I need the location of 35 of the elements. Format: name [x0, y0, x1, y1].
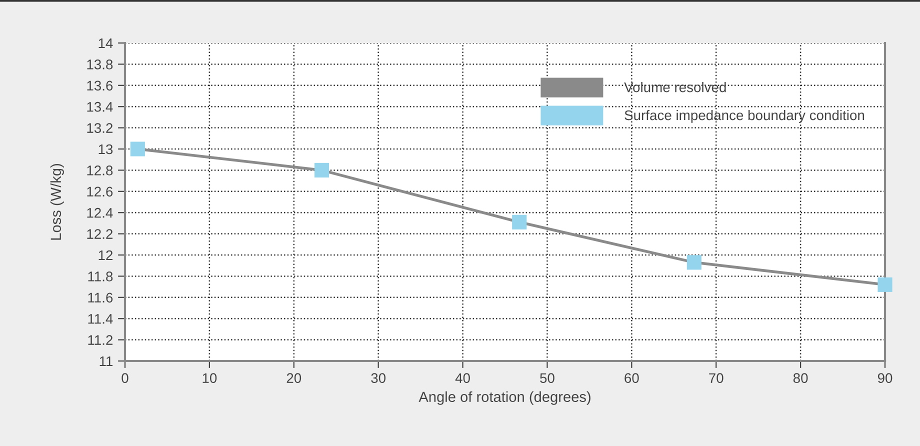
- x-tick-label: 10: [202, 373, 217, 384]
- y-axis-title: Loss (W/kg): [50, 164, 64, 240]
- x-tick-label: 30: [371, 373, 386, 384]
- point: [130, 142, 145, 156]
- x-tick-label: 70: [709, 373, 724, 384]
- y-tick-label: 11.2: [88, 335, 112, 345]
- x-tick-label: 0: [122, 373, 128, 384]
- x-axis-title: Angle of rotation (degrees): [418, 391, 590, 405]
- y-tick-label: 12: [98, 250, 112, 260]
- legend-label: Volume resolved: [624, 82, 726, 92]
- x-tick-label: 50: [540, 373, 554, 384]
- y-tick-label: 13.2: [87, 123, 112, 133]
- y-tick-label: 13.8: [87, 60, 113, 70]
- y-tick-label: 12.8: [87, 166, 113, 176]
- y-tick-label: 13: [98, 144, 113, 154]
- y-tick-label: 13.4: [87, 102, 113, 112]
- x-tick-label: 20: [286, 373, 302, 384]
- y-tick-label: 11.8: [88, 272, 113, 282]
- y-tick-label: 12.6: [87, 186, 113, 197]
- y-tick-label: 12.4: [87, 208, 113, 218]
- point: [878, 277, 892, 292]
- point: [686, 255, 702, 270]
- legend-label: Surface impedance boundary condition: [624, 110, 864, 123]
- x-tick-label: 90: [878, 373, 892, 384]
- y-tick-label: 13.6: [87, 80, 113, 91]
- point: [512, 214, 527, 230]
- y-tick-label: 11: [100, 356, 113, 366]
- x-tick-label: 80: [793, 373, 808, 384]
- y-tick-label: 11.4: [88, 314, 113, 324]
- point: [314, 162, 330, 178]
- y-tick-label: 12.2: [87, 229, 112, 239]
- y-tick-label: 14: [98, 38, 113, 48]
- x-tick-label: 60: [624, 373, 639, 384]
- y-tick-label: 11.6: [88, 292, 113, 303]
- x-tick-label: 40: [455, 373, 470, 384]
